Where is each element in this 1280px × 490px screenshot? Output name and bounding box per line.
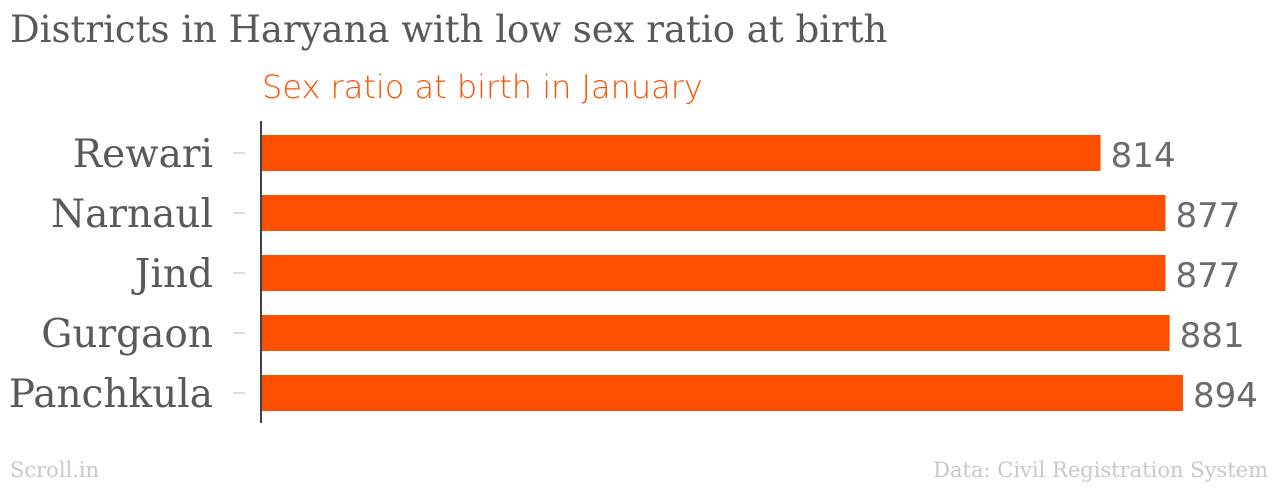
value-label-panchkula: 894: [1193, 376, 1258, 416]
value-label-narnaul: 877: [1175, 196, 1240, 236]
brand-credit: Scroll.in: [10, 458, 100, 482]
bar-rewari: [262, 135, 1101, 171]
bar-narnaul: [262, 195, 1166, 231]
chart-title: Districts in Haryana with low sex ratio …: [10, 8, 888, 51]
series-label: Sex ratio at birth in January: [262, 68, 703, 106]
bar-panchkula: [262, 375, 1183, 411]
category-label-narnaul: Narnaul: [51, 192, 213, 237]
value-label-gurgaon: 881: [1180, 316, 1245, 356]
category-label-jind: Jind: [131, 252, 213, 297]
value-label-jind: 877: [1175, 256, 1240, 296]
bar-jind: [262, 255, 1166, 291]
category-label-panchkula: Panchkula: [9, 372, 213, 417]
category-label-gurgaon: Gurgaon: [41, 312, 213, 357]
data-source: Data: Civil Registration System: [933, 458, 1268, 482]
value-label-rewari: 814: [1111, 136, 1176, 176]
bar-gurgaon: [262, 315, 1170, 351]
category-label-rewari: Rewari: [73, 132, 213, 177]
